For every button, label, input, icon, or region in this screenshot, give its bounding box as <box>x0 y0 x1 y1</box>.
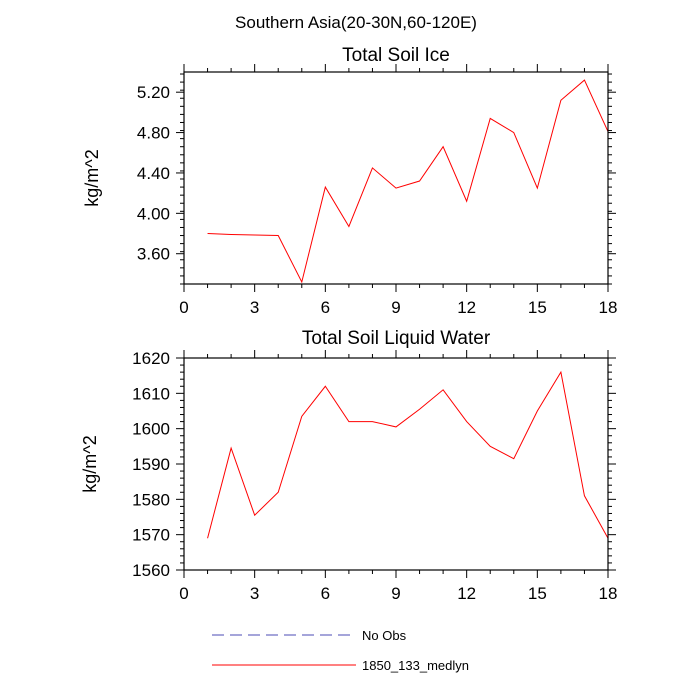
y-tick-label: 1590 <box>132 455 170 474</box>
x-tick-label: 6 <box>321 298 330 317</box>
legend-label-1850-133-medlyn: 1850_133_medlyn <box>362 658 469 673</box>
y-tick-label: 1570 <box>132 526 170 545</box>
y-tick-label: 3.60 <box>137 245 170 264</box>
y-tick-label: 1580 <box>132 490 170 509</box>
x-tick-label: 18 <box>599 584 618 603</box>
y-tick-label: 4.40 <box>137 164 170 183</box>
soil-ice-plot-frame <box>183 71 609 285</box>
y-tick-label: 4.00 <box>137 204 170 223</box>
figure-suptitle: Southern Asia(20-30N,60-120E) <box>235 13 477 32</box>
x-tick-label: 0 <box>179 298 188 317</box>
y-tick-label: 1610 <box>132 384 170 403</box>
soil-liquid-water-ylabel: kg/m^2 <box>80 435 100 492</box>
x-tick-label: 6 <box>321 584 330 603</box>
x-tick-label: 3 <box>250 584 259 603</box>
legend-label-no-obs: No Obs <box>362 628 407 643</box>
y-tick-label: 5.20 <box>137 83 170 102</box>
soil-ice-series <box>207 79 609 284</box>
y-tick-label: 1620 <box>132 349 170 368</box>
y-tick-label: 1600 <box>132 420 170 439</box>
legend: No Obs 1850_133_medlyn <box>212 628 469 673</box>
soil-ice-panel: Total Soil Ice kg/m^2 0 3 6 9 12 15 18 3.60 4.00… <box>82 45 617 317</box>
soil-ice-ticks: 0 3 6 9 12 15 18 3.60 4.00 4.40 4.80 5.20 <box>137 64 618 317</box>
soil-liquid-water-title: Total Soil Liquid Water <box>302 328 491 349</box>
x-tick-label: 15 <box>528 584 547 603</box>
soil-ice-title: Total Soil Ice <box>342 45 450 66</box>
series-line-1850-133-medlyn <box>207 370 609 539</box>
x-tick-label: 0 <box>179 584 188 603</box>
x-tick-label: 9 <box>391 298 400 317</box>
x-tick-label: 18 <box>599 298 618 317</box>
soil-ice-ylabel: kg/m^2 <box>82 149 102 206</box>
x-tick-label: 12 <box>457 584 476 603</box>
soil-liquid-water-series <box>207 370 609 539</box>
soil-liquid-water-panel: Total Soil Liquid Water kg/m^2 0 3 6 9 12 15 1… <box>80 328 617 603</box>
x-tick-label: 12 <box>457 298 476 317</box>
soil-liquid-water-ticks: 0 3 6 9 12 15 18 1560 1570 1580 1590 1600 1610 1620 <box>132 349 617 603</box>
x-tick-label: 9 <box>391 584 400 603</box>
series-line-1850-133-medlyn <box>207 79 609 284</box>
x-tick-label: 3 <box>250 298 259 317</box>
y-tick-label: 4.80 <box>137 124 170 143</box>
y-tick-label: 1560 <box>132 561 170 580</box>
x-tick-label: 15 <box>528 298 547 317</box>
soil-liquid-water-plot-frame <box>183 357 609 571</box>
